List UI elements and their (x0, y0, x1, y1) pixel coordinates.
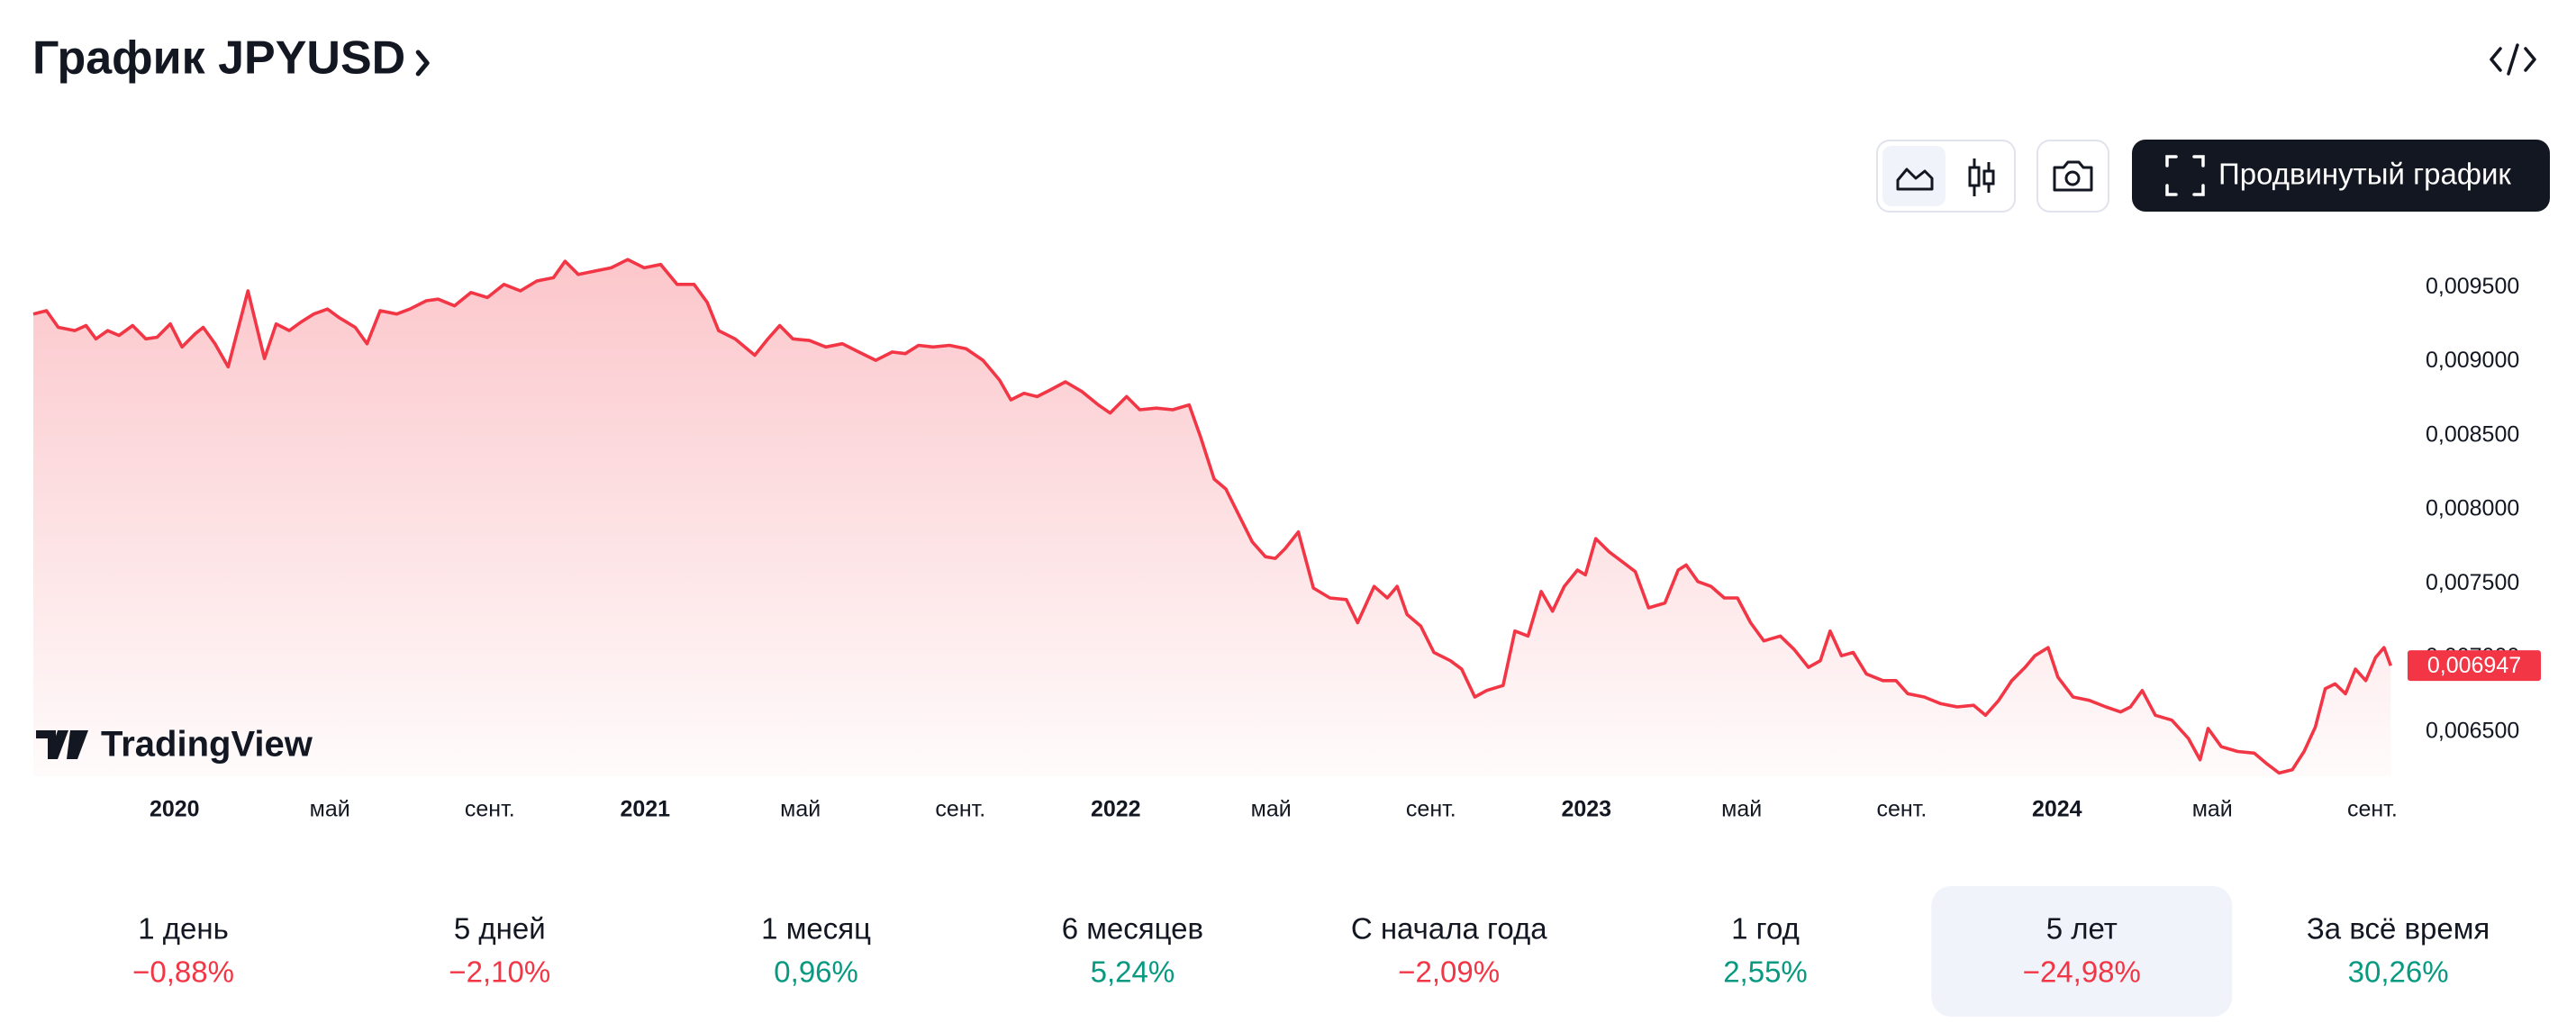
x-tick-label: май (1721, 797, 1762, 822)
brand-name: TradingView (101, 725, 313, 765)
y-tick-label: 0,006500 (2426, 718, 2519, 743)
period-tab[interactable]: 5 дней −2,10% (449, 912, 550, 989)
period-change: 0,96% (774, 955, 858, 989)
period-label: 1 месяц (761, 912, 871, 946)
period-label: 1 день (138, 912, 229, 946)
period-label: 5 дней (454, 912, 546, 946)
y-tick-label: 0,008000 (2426, 496, 2519, 521)
period-label: 6 месяцев (1062, 912, 1203, 946)
screenshot-button[interactable] (2036, 140, 2109, 213)
x-tick-label: сент. (1406, 797, 1456, 822)
chart-type-group (1876, 140, 2016, 213)
x-tick-label: 2024 (2032, 797, 2082, 822)
page-title[interactable]: График JPYUSD (32, 32, 405, 85)
period-tab[interactable]: 1 день −0,88% (132, 912, 234, 989)
x-tick-label: 2021 (620, 797, 670, 822)
period-tab[interactable]: С начала года −2,09% (1351, 912, 1547, 989)
period-tab[interactable]: 1 год 2,55% (1723, 912, 1808, 989)
advanced-chart-button[interactable]: Продвинутый график (2132, 140, 2550, 212)
period-change: −24,98% (2023, 955, 2141, 989)
x-tick-label: май (310, 797, 350, 822)
x-tick-label: сент. (1876, 797, 1927, 822)
period-change: 30,26% (2348, 955, 2449, 989)
period-tab[interactable]: 5 лет −24,98% (1931, 886, 2233, 1017)
advanced-chart-label: Продвинутый график (2218, 158, 2511, 191)
x-tick-label: сент. (2347, 797, 2398, 822)
x-tick-label: 2022 (1091, 797, 1141, 822)
embed-button[interactable] (2490, 43, 2536, 76)
x-tick-label: сент. (935, 797, 985, 822)
candle-type-button[interactable] (1958, 146, 2010, 206)
price-line (32, 258, 2392, 775)
period-label: С начала года (1351, 912, 1547, 946)
period-label: За всё время (2307, 912, 2490, 946)
y-tick-label: 0,009000 (2426, 348, 2519, 373)
last-price-box (2408, 650, 2541, 682)
period-change: −2,10% (449, 955, 550, 989)
x-tick-label: 2020 (150, 797, 200, 822)
last-price-label: 0,006947 (2427, 653, 2521, 678)
performance-row: 1 день −0,88% 5 дней −2,10% 1 месяц 0,96% 6 ме… (132, 886, 2490, 1017)
y-tick-label: 0,007500 (2426, 570, 2519, 595)
x-tick-label: сент. (465, 797, 515, 822)
period-label: 1 год (1731, 912, 1800, 946)
y-tick-label: 0,009500 (2426, 274, 2519, 299)
title-chevron (415, 50, 430, 77)
x-tick-label: май (1251, 797, 1292, 822)
period-change: 5,24% (1091, 955, 1175, 989)
period-change: 2,55% (1723, 955, 1808, 989)
period-tab[interactable]: 6 месяцев 5,24% (1062, 912, 1203, 989)
period-tab[interactable]: За всё время 30,26% (2307, 912, 2490, 989)
period-tab[interactable]: 1 месяц 0,96% (761, 912, 871, 989)
area-icon (1896, 167, 1934, 191)
x-tick-label: май (780, 797, 821, 822)
period-change: −2,09% (1398, 955, 1500, 989)
x-tick-label: 2023 (1561, 797, 1611, 822)
period-change: −0,88% (132, 955, 234, 989)
period-tab-active-bg (1931, 886, 2233, 1017)
x-tick-label: май (2192, 797, 2233, 822)
brand-logo: TradingView (36, 725, 313, 765)
area-fill (33, 259, 2391, 776)
period-label: 5 лет (2046, 912, 2118, 946)
plot-area: 2020 май сент. 2021 май сент. 2022 май сент. 2023… (32, 258, 2541, 822)
y-tick-label: 0,008500 (2426, 421, 2519, 447)
